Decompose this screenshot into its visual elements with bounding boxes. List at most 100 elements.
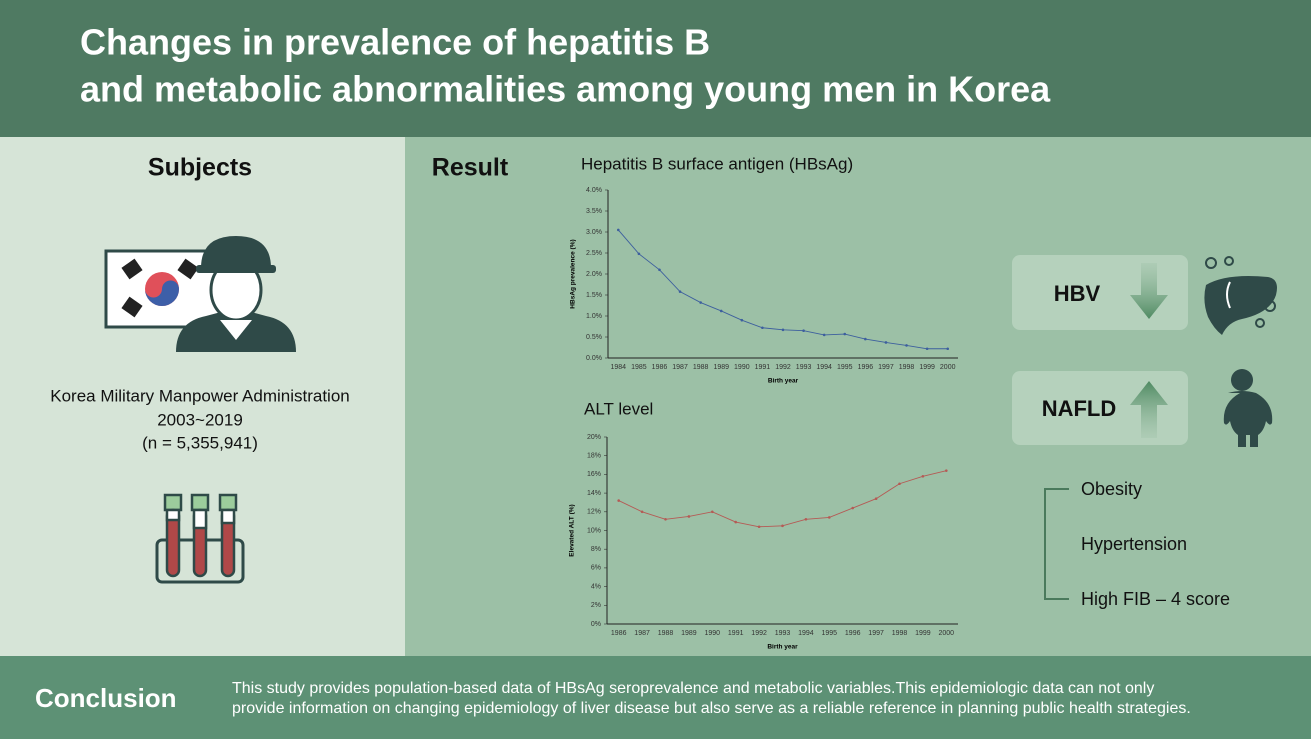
data-point bbox=[874, 497, 878, 501]
x-tick-label: 1997 bbox=[878, 364, 894, 371]
down-arrow bbox=[1130, 263, 1168, 319]
y-tick-label: 1.0% bbox=[586, 313, 602, 320]
x-tick-label: 1986 bbox=[652, 364, 668, 371]
data-point bbox=[640, 510, 644, 514]
x-tick-label: 1989 bbox=[713, 364, 729, 371]
title-line: Changes in prevalence of hepatitis B bbox=[80, 22, 710, 63]
data-point bbox=[905, 344, 908, 347]
x-tick-label: 1990 bbox=[705, 630, 721, 637]
y-axis-label: HBsAg prevalence (%) bbox=[570, 239, 577, 308]
data-point bbox=[804, 517, 808, 521]
data-point bbox=[781, 328, 785, 332]
subjects-heading: Subjects bbox=[148, 154, 252, 182]
y-tick-label: 6% bbox=[591, 565, 601, 572]
data-point bbox=[734, 520, 737, 524]
data-point bbox=[898, 482, 901, 486]
data-point bbox=[761, 326, 764, 330]
body-icon bbox=[1223, 369, 1273, 447]
y-tick-label: 3.5% bbox=[586, 208, 602, 215]
panel-item: High FIB – 4 score bbox=[1081, 589, 1230, 609]
liver-icon bbox=[1204, 256, 1277, 335]
result-heading: Result bbox=[432, 154, 509, 182]
data-point bbox=[687, 515, 691, 518]
data-point bbox=[616, 228, 620, 232]
data-point bbox=[757, 525, 761, 529]
data-point bbox=[658, 268, 661, 272]
x-axis-label: Birth year bbox=[768, 378, 799, 385]
data-point bbox=[843, 332, 847, 336]
x-tick-label: 1994 bbox=[816, 364, 832, 371]
x-tick-label: 1988 bbox=[693, 364, 709, 371]
x-tick-label: 1986 bbox=[611, 630, 627, 637]
test-tube-icon bbox=[155, 493, 245, 584]
y-tick-label: 2.0% bbox=[586, 271, 602, 278]
flag-icon bbox=[121, 258, 199, 318]
x-tick-label: 1991 bbox=[755, 364, 771, 371]
x-tick-label: 1985 bbox=[631, 364, 647, 371]
y-tick-label: 10% bbox=[587, 527, 601, 534]
data-point bbox=[711, 510, 714, 514]
y-tick-label: 14% bbox=[587, 490, 601, 497]
conclusion-text: This study provides population-based dat… bbox=[232, 680, 1154, 697]
x-tick-label: 1991 bbox=[728, 630, 744, 637]
data-point bbox=[617, 499, 620, 502]
data-point bbox=[719, 309, 723, 313]
subjects-line: Korea Military Manpower Administration bbox=[50, 386, 350, 405]
y-axis-label: Elevated ALT (%) bbox=[569, 504, 576, 556]
bracket bbox=[1044, 488, 1069, 600]
x-tick-label: 1992 bbox=[775, 364, 791, 371]
soldier-icon bbox=[176, 236, 296, 352]
panel-item: Hypertension bbox=[1081, 534, 1187, 554]
data-point bbox=[678, 290, 682, 293]
y-tick-label: 1.5% bbox=[586, 292, 602, 299]
y-tick-label: 18% bbox=[587, 453, 601, 460]
x-tick-label: 1999 bbox=[915, 630, 931, 637]
hbv-label: HBV bbox=[1054, 281, 1101, 306]
y-tick-label: 12% bbox=[587, 509, 601, 516]
y-tick-label: 16% bbox=[587, 471, 601, 478]
y-tick-label: 2.5% bbox=[586, 250, 602, 257]
data-point bbox=[664, 517, 667, 521]
data-point bbox=[822, 333, 826, 337]
data-point bbox=[884, 341, 888, 344]
x-tick-label: 1994 bbox=[798, 630, 814, 637]
x-tick-label: 1997 bbox=[868, 630, 884, 637]
y-tick-label: 4% bbox=[591, 583, 601, 590]
x-tick-label: 1995 bbox=[837, 364, 853, 371]
x-tick-label: 2000 bbox=[940, 364, 956, 371]
y-tick-label: 20% bbox=[587, 434, 601, 441]
chart-title: Hepatitis B surface antigen (HBsAg) bbox=[581, 154, 853, 173]
subjects-line: 2003~2019 bbox=[157, 410, 243, 429]
up-arrow bbox=[1130, 381, 1168, 438]
nafld-label: NAFLD bbox=[1042, 396, 1117, 421]
x-tick-label: 2000 bbox=[939, 630, 955, 637]
flag-icon bbox=[145, 280, 179, 306]
title-line: and metabolic abnormalities among young … bbox=[80, 69, 1051, 110]
data-point bbox=[851, 506, 854, 510]
x-tick-label: 1998 bbox=[899, 364, 915, 371]
x-tick-label: 1989 bbox=[681, 630, 697, 637]
header-bg bbox=[0, 0, 1311, 137]
x-tick-label: 1988 bbox=[658, 630, 674, 637]
data-point bbox=[828, 516, 831, 519]
y-tick-label: 0% bbox=[591, 621, 601, 628]
x-tick-label: 1987 bbox=[634, 630, 650, 637]
conclusion-text: provide information on changing epidemio… bbox=[232, 700, 1191, 717]
y-tick-label: 8% bbox=[591, 546, 601, 553]
x-tick-label: 1996 bbox=[845, 630, 861, 637]
y-tick-label: 0.5% bbox=[586, 334, 602, 341]
x-tick-label: 1993 bbox=[775, 630, 791, 637]
y-tick-label: 4.0% bbox=[586, 187, 602, 194]
data-point bbox=[802, 329, 805, 333]
y-tick-label: 3.0% bbox=[586, 229, 602, 236]
x-tick-label: 1993 bbox=[796, 364, 812, 371]
chart-title: ALT level bbox=[584, 399, 653, 418]
data-point bbox=[699, 301, 702, 304]
x-tick-label: 1987 bbox=[672, 364, 688, 371]
panel-item: Obesity bbox=[1081, 479, 1142, 499]
data-point bbox=[945, 469, 948, 472]
subjects-line: (n = 5,355,941) bbox=[142, 433, 258, 452]
data-point bbox=[740, 318, 744, 322]
